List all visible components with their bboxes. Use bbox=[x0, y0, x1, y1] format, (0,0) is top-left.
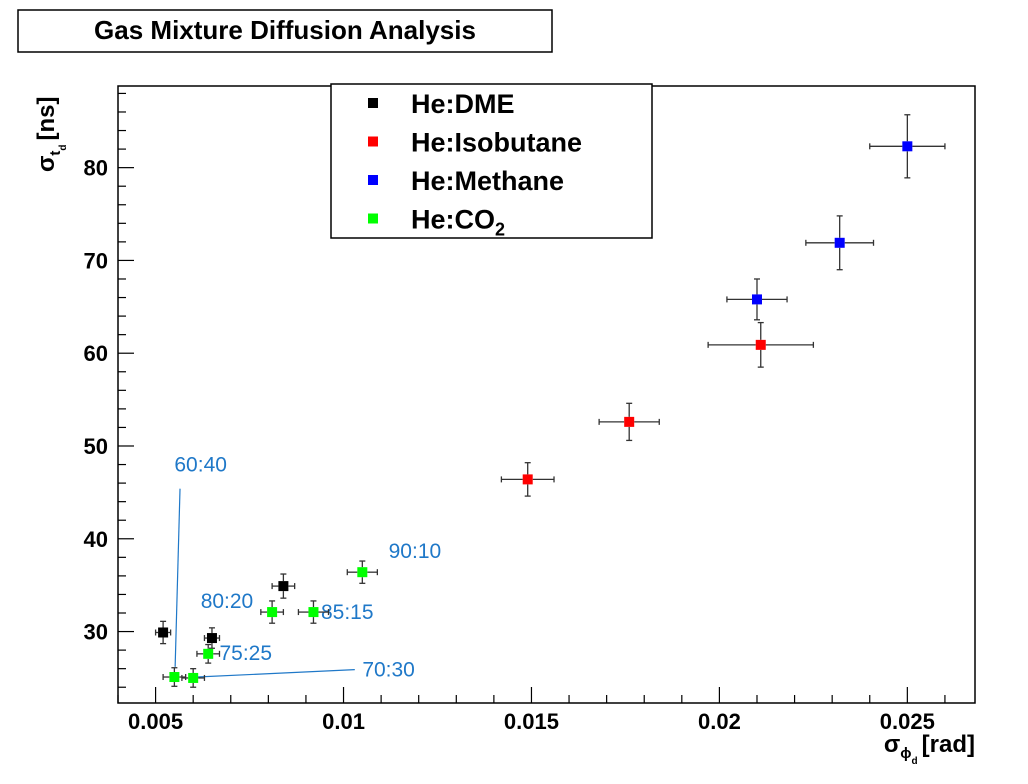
point-marker bbox=[188, 672, 199, 683]
legend-item: He:Isobutane bbox=[368, 128, 582, 158]
y-tick-label: 70 bbox=[84, 248, 108, 273]
x-tick-label: 0.025 bbox=[880, 709, 935, 734]
annotation-leader-line bbox=[196, 668, 355, 678]
point-marker bbox=[522, 474, 533, 485]
data-point bbox=[297, 600, 330, 624]
point-marker bbox=[755, 339, 766, 350]
annotation-label: 85:15 bbox=[321, 601, 374, 624]
data-point bbox=[869, 114, 946, 179]
legend: He:DME He:Isobutane He:Methane He:CO2 bbox=[330, 83, 653, 240]
point-marker bbox=[169, 672, 180, 683]
x-axis-label: σϕd [rad] bbox=[884, 731, 975, 767]
data-point bbox=[260, 600, 285, 624]
x-tick-label: 0.02 bbox=[698, 709, 741, 734]
title-box bbox=[17, 9, 553, 53]
annotation-label: 80:20 bbox=[201, 590, 254, 613]
legend-marker bbox=[368, 213, 378, 224]
legend-label: He:Isobutane bbox=[411, 128, 582, 158]
y-tick-labels: 30 40 50 60 70 80 bbox=[84, 156, 108, 645]
x-tick-label: 0.01 bbox=[322, 709, 365, 734]
data-point bbox=[346, 560, 379, 584]
y-tick-label: 80 bbox=[84, 156, 108, 181]
point-marker bbox=[158, 627, 169, 638]
data-point bbox=[271, 573, 296, 599]
y-tick-label: 30 bbox=[84, 620, 108, 645]
point-marker bbox=[267, 607, 278, 618]
y-tick-label: 60 bbox=[84, 341, 108, 366]
data-point bbox=[203, 627, 221, 649]
annotation-label: 60:40 bbox=[174, 454, 227, 477]
point-marker bbox=[357, 567, 368, 578]
point-marker bbox=[308, 607, 319, 618]
annotation-label: 70:30 bbox=[362, 659, 415, 682]
y-axis-label-unit: [ns] bbox=[33, 96, 60, 140]
point-marker bbox=[206, 633, 217, 644]
data-point bbox=[598, 402, 660, 442]
x-axis-label-subscript: ϕ bbox=[900, 745, 911, 762]
y-axis-label-symbol: σ bbox=[33, 156, 60, 172]
series-2 bbox=[726, 114, 946, 321]
legend-label: He:Methane bbox=[411, 166, 564, 196]
legend-item: He:DME bbox=[368, 89, 515, 119]
point-marker bbox=[203, 648, 214, 659]
data-point bbox=[805, 215, 875, 271]
data-point bbox=[726, 278, 788, 321]
annotations: 60:40 70:30 75:25 80:20 85:15 90:10 bbox=[174, 454, 441, 682]
x-axis-label-symbol: σ bbox=[884, 731, 900, 758]
legend-label: He:DME bbox=[411, 89, 515, 119]
data-point bbox=[181, 668, 206, 688]
legend-marker bbox=[368, 98, 378, 108]
data-point bbox=[196, 643, 221, 664]
x-tick-label: 0.005 bbox=[128, 709, 183, 734]
data-points bbox=[154, 114, 946, 688]
x-axis-label-unit: [rad] bbox=[922, 731, 975, 758]
data-point bbox=[500, 462, 555, 497]
title-text: Gas Mixture Diffusion Analysis bbox=[94, 15, 476, 45]
series-0 bbox=[154, 573, 296, 649]
data-point bbox=[162, 667, 187, 687]
legend-marker bbox=[368, 136, 378, 147]
x-tick-labels: 0.005 0.01 0.015 0.02 0.025 bbox=[128, 709, 935, 734]
y-axis-label: σtd [ns] bbox=[33, 96, 69, 172]
data-point bbox=[707, 321, 815, 368]
point-marker bbox=[751, 294, 762, 305]
legend-item: He:Methane bbox=[368, 166, 564, 196]
series-1 bbox=[500, 321, 815, 497]
y-tick-label: 50 bbox=[84, 434, 108, 459]
point-marker bbox=[902, 141, 913, 152]
y-axis-label-subsubscript: d bbox=[58, 144, 69, 150]
x-axis-label-subsubscript: d bbox=[912, 756, 918, 767]
annotation-leader-line bbox=[174, 488, 181, 667]
series-3 bbox=[162, 560, 379, 688]
annotation-label: 75:25 bbox=[219, 642, 272, 665]
point-marker bbox=[624, 416, 635, 427]
annotation-label: 90:10 bbox=[389, 540, 442, 563]
point-marker bbox=[278, 581, 289, 592]
legend-item: He:CO2 bbox=[368, 205, 505, 240]
y-axis-label-subscript: t bbox=[47, 151, 64, 156]
axis-ticks bbox=[117, 92, 946, 703]
y-tick-label: 40 bbox=[84, 527, 108, 552]
legend-marker bbox=[368, 175, 378, 185]
point-marker bbox=[834, 237, 845, 248]
data-point bbox=[154, 620, 172, 645]
legend-box bbox=[330, 83, 653, 239]
chart-title: Gas Mixture Diffusion Analysis bbox=[17, 9, 553, 53]
x-tick-label: 0.015 bbox=[504, 709, 559, 734]
legend-label: He:CO2 bbox=[411, 205, 505, 240]
